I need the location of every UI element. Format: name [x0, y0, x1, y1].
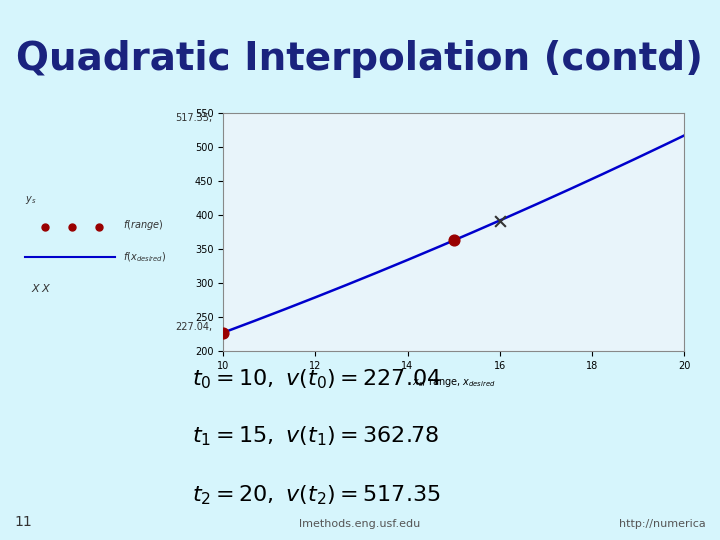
Point: [448, 236, 459, 245]
Text: $t_0 = 10, \ v(t_0) = 227.04$: $t_0 = 10, \ v(t_0) = 227.04$: [192, 367, 441, 391]
Text: 517.35,: 517.35,: [175, 113, 212, 124]
X-axis label: $x_s$, range, $x_{desired}$: $x_s$, range, $x_{desired}$: [412, 376, 495, 389]
Point: [217, 328, 229, 337]
Point: [494, 217, 505, 225]
Text: 227.04,: 227.04,: [175, 322, 212, 333]
Text: $y_s$: $y_s$: [25, 194, 37, 206]
Text: $f(range)$: $f(range)$: [122, 218, 163, 232]
Text: 11: 11: [14, 515, 32, 529]
Text: Quadratic Interpolation (contd): Quadratic Interpolation (contd): [17, 40, 703, 78]
Text: X X: X X: [32, 285, 50, 294]
Text: http://numerica: http://numerica: [619, 519, 706, 529]
Text: $t_2 = 20, \ v(t_2) = 517.35$: $t_2 = 20, \ v(t_2) = 517.35$: [192, 484, 441, 508]
Text: $f(x_{desired})$: $f(x_{desired})$: [122, 250, 166, 264]
Text: $t_1 = 15, \ v(t_1) = 362.78$: $t_1 = 15, \ v(t_1) = 362.78$: [192, 424, 439, 448]
Text: lmethods.eng.usf.edu: lmethods.eng.usf.edu: [300, 519, 420, 529]
